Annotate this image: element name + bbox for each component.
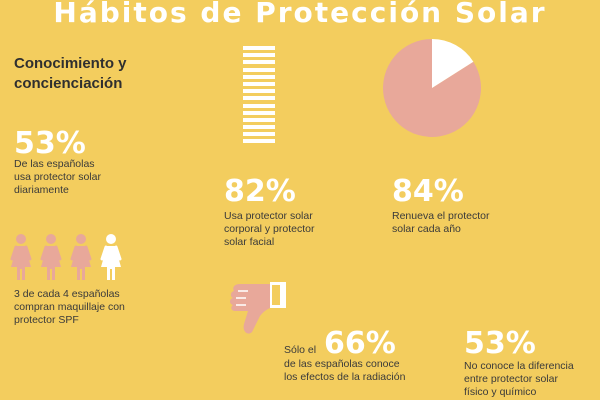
bar-stripe — [243, 81, 275, 86]
pie-chart-icon — [383, 39, 481, 137]
bar-stripe — [243, 89, 275, 94]
bar-stripe — [243, 103, 275, 108]
woman-icon — [40, 234, 62, 280]
thumbs-down-icon — [230, 282, 286, 334]
stat-makeup-text: 3 de cada 4 españolas compran maquillaje … — [14, 288, 125, 326]
stat-53-daily-value: 53% — [14, 126, 86, 161]
stat-82-text: Usa protector solar corporal y protector s… — [224, 210, 315, 248]
page-title: Hábitos de Protección Solar — [53, 0, 547, 29]
stat-66-prefix: Sólo el — [284, 344, 317, 356]
stat-84-value: 84% — [392, 174, 464, 209]
stat-66-value: 66% — [324, 326, 396, 361]
stat-66-text: de las españolas conoce los efectos de la… — [284, 358, 406, 383]
bar-stripe — [243, 67, 275, 72]
bar-stripe — [243, 125, 275, 130]
bars-icon — [243, 46, 275, 147]
bar-stripe — [243, 110, 275, 115]
woman-icon — [100, 234, 122, 280]
stat-53-difference-text: No conoce la diferencia entre protector s… — [464, 360, 574, 398]
stat-53-daily-text: De las españolas usa protector solar diari… — [14, 158, 101, 196]
woman-icon — [10, 234, 32, 280]
pie-slice-rest — [432, 39, 474, 88]
stat-84-text: Renueva el protector solar cada año — [392, 210, 490, 235]
women-icons — [10, 233, 130, 286]
bar-stripe — [243, 139, 275, 144]
bar-stripe — [243, 132, 275, 137]
bar-stripe — [243, 74, 275, 79]
bar-stripe — [243, 117, 275, 122]
bar-stripe — [243, 60, 275, 65]
bar-stripe — [243, 96, 275, 101]
stat-82-value: 82% — [224, 174, 296, 209]
woman-icon — [70, 234, 92, 280]
section-subtitle: Conocimiento y concienciación — [14, 55, 127, 92]
stat-53-difference-value: 53% — [464, 326, 536, 361]
bar-stripe — [243, 46, 275, 50]
bar-stripe — [243, 53, 275, 58]
